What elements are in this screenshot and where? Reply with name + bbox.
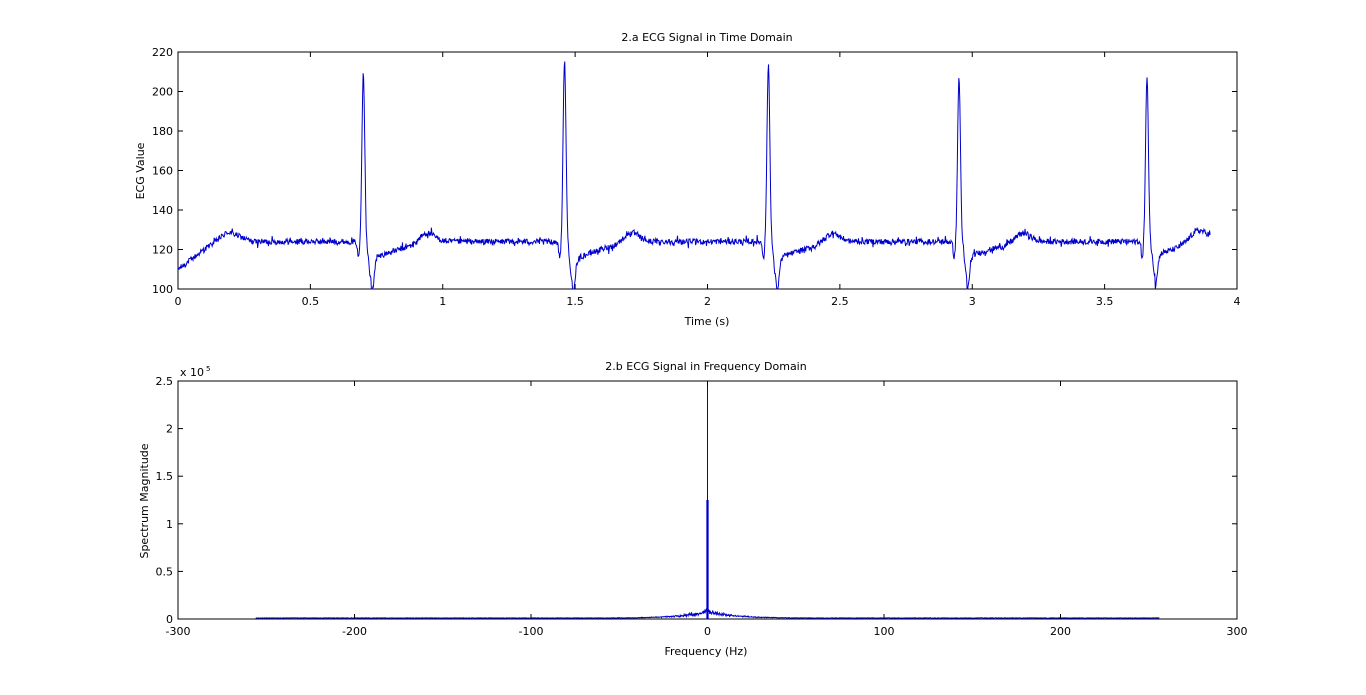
time-ytick-label: 220 (152, 46, 173, 59)
frequency-domain-title: 2.b ECG Signal in Frequency Domain (605, 360, 806, 373)
time-xtick-label: 3 (969, 295, 976, 308)
time-ytick-label: 120 (152, 244, 173, 257)
time-xtick-label: 2.5 (831, 295, 849, 308)
time-domain-plot-frame (177, 51, 1238, 290)
frequency-domain-xlabel: Frequency (Hz) (665, 645, 748, 658)
time-ytick-label: 200 (152, 86, 173, 99)
freq-ytick-label: 1.5 (156, 470, 174, 483)
freq-xtick-label: 200 (1050, 625, 1071, 638)
time-ytick-label: 100 (152, 283, 173, 296)
frequency-domain-y-multiplier: x 10 5 (180, 365, 210, 379)
freq-ytick-label: 2.5 (156, 375, 174, 388)
freq-ytick-label: 2 (166, 423, 173, 436)
y-multiplier-base: x 10 (180, 366, 204, 379)
time-domain-axes: 2.a ECG Signal in Time Domain 0 0.5 1 1.5 2 2… (134, 31, 1241, 328)
time-xtick-label: 0 (175, 295, 182, 308)
freq-xtick-label: 100 (874, 625, 895, 638)
time-domain-series (177, 61, 1211, 290)
time-xtick-label: 1.5 (566, 295, 584, 308)
freq-ytick-label: 1 (166, 518, 173, 531)
time-xtick-label: 0.5 (302, 295, 320, 308)
y-multiplier-exponent: 5 (206, 365, 210, 373)
time-ytick-label: 180 (152, 125, 173, 138)
time-ytick-label: 140 (152, 204, 173, 217)
time-domain-ecg-line (177, 61, 1211, 290)
time-domain-ticks: 0 0.5 1 1.5 2 2.5 3 3.5 4 100 120 140 160 180 200 220 (152, 46, 1241, 308)
time-ytick-label: 160 (152, 165, 173, 178)
time-domain-title: 2.a ECG Signal in Time Domain (621, 31, 792, 44)
time-xtick-label: 4 (1234, 295, 1241, 308)
time-domain-ylabel: ECG Value (134, 142, 147, 199)
time-domain-xlabel: Time (s) (684, 315, 730, 328)
freq-xtick-label: -100 (519, 625, 544, 638)
time-xtick-label: 3.5 (1096, 295, 1114, 308)
frequency-domain-ylabel: Spectrum Magnitude (138, 443, 151, 558)
freq-xtick-label: -200 (342, 625, 367, 638)
freq-ytick-label: 0 (166, 613, 173, 626)
frequency-domain-axes: 2.b ECG Signal in Frequency Domain -300-… (138, 360, 1248, 658)
time-xtick-label: 1 (439, 295, 446, 308)
freq-xtick-label: -300 (166, 625, 191, 638)
freq-xtick-label: 300 (1227, 625, 1248, 638)
time-xtick-label: 2 (704, 295, 711, 308)
freq-xtick-label: 0 (704, 625, 711, 638)
frequency-domain-series (255, 381, 1160, 619)
freq-ytick-label: 0.5 (156, 565, 174, 578)
frequency-domain-ticks: -300 -200 -100 0 100 200 300 0 0.5 1 1.5 2 2.5 (156, 375, 1248, 638)
